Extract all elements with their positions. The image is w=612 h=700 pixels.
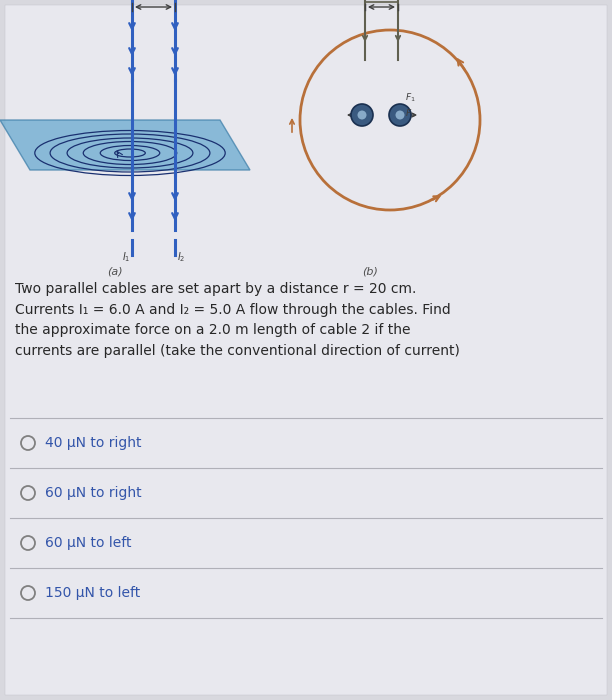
Text: 150 μN to left: 150 μN to left xyxy=(45,586,140,600)
Text: r: r xyxy=(151,0,156,2)
Circle shape xyxy=(389,104,411,126)
Text: (b): (b) xyxy=(362,267,378,277)
Circle shape xyxy=(395,111,405,120)
Text: 60 μN to left: 60 μN to left xyxy=(45,536,132,550)
Circle shape xyxy=(357,111,367,120)
Text: $I_1$: $I_1$ xyxy=(122,250,130,264)
FancyBboxPatch shape xyxy=(5,5,607,695)
Text: 40 μN to right: 40 μN to right xyxy=(45,436,141,450)
Text: 60 μN to right: 60 μN to right xyxy=(45,486,141,500)
Text: (a): (a) xyxy=(107,267,123,277)
Text: $F_2$: $F_2$ xyxy=(405,108,416,120)
Text: Two parallel cables are set apart by a distance r = 20 cm.
Currents I₁ = 6.0 A a: Two parallel cables are set apart by a d… xyxy=(15,282,460,358)
Polygon shape xyxy=(0,120,250,170)
Circle shape xyxy=(351,104,373,126)
Text: r: r xyxy=(379,0,384,2)
Text: $F_1$: $F_1$ xyxy=(405,92,416,104)
Text: $I_2$: $I_2$ xyxy=(177,250,185,264)
